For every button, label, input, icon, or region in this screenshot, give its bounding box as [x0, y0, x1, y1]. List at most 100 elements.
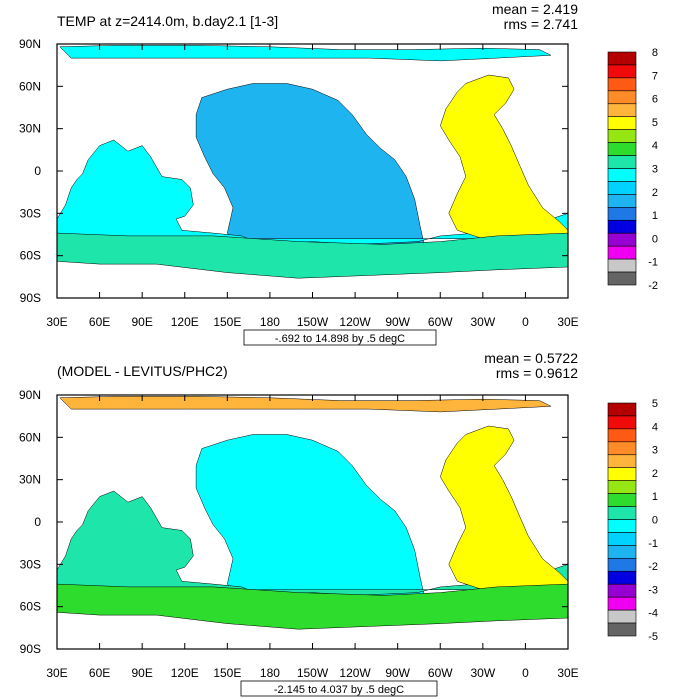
- colorbar-label: 1: [652, 210, 658, 222]
- panel-1-map: [56, 43, 569, 299]
- colorbar-swatch: [607, 129, 637, 143]
- y-tick-label: 60N: [19, 79, 41, 93]
- x-tick-label: 30E: [557, 315, 578, 329]
- x-tick-label: 120E: [171, 315, 199, 329]
- y-tick-label: 90N: [19, 388, 41, 402]
- panel-1-mean: mean = 2.419: [492, 1, 578, 17]
- colorbar-swatch: [607, 194, 637, 208]
- y-tick-label: 30N: [19, 122, 41, 136]
- ocean-region-arctic: [59, 396, 552, 413]
- colorbar-swatch: [607, 181, 637, 195]
- colorbar-swatch: [607, 90, 637, 105]
- x-tick-label: 150E: [213, 315, 241, 329]
- colorbar-swatch: [607, 103, 637, 118]
- colorbar-swatch: [607, 596, 637, 611]
- panel-2-colorbar: 5 4 3 2 1 0 -1 -2 -3 -4 -5: [607, 398, 658, 643]
- colorbar-swatch: [607, 428, 637, 443]
- panel-2-y-axis: 90N 60N 30N 0 30S 60S 90S: [19, 388, 568, 656]
- colorbar-swatch: [607, 51, 637, 66]
- y-tick-label: 0: [34, 515, 41, 529]
- y-tick-label: 90S: [20, 291, 41, 305]
- colorbar-label: 4: [652, 140, 658, 152]
- colorbar-swatch: [607, 622, 637, 637]
- x-tick-label: 90E: [131, 666, 152, 680]
- panel-2-range-box: [240, 680, 438, 697]
- colorbar-label: -1: [648, 538, 658, 550]
- panel-2-rms: rms = 0.9612: [496, 365, 578, 381]
- colorbar-label: 8: [652, 47, 658, 59]
- ocean-region-southern: [56, 583, 569, 630]
- panel-2-map: [56, 394, 569, 650]
- colorbar-swatch: [607, 168, 637, 182]
- colorbar-label: -5: [648, 631, 658, 643]
- panel-2-mean: mean = 0.5722: [484, 350, 578, 366]
- panel-1: TEMP at z=2414.0m, b.day2.1 [1-3] mean =…: [19, 1, 658, 346]
- panel-1-rms: rms = 2.741: [504, 16, 579, 32]
- colorbar-label: -1: [648, 257, 658, 269]
- x-tick-label: 30E: [46, 315, 67, 329]
- x-tick-label: 30W: [470, 315, 495, 329]
- colorbar-swatch: [607, 454, 637, 469]
- colorbar-swatch: [607, 609, 637, 624]
- y-tick-label: 90S: [20, 642, 41, 656]
- panel-2-title: (MODEL - LEVITUS/PHC2): [57, 363, 228, 379]
- x-tick-label: 90W: [385, 666, 410, 680]
- colorbar-swatch: [607, 258, 637, 273]
- colorbar-swatch: [607, 232, 637, 247]
- panel-1-range-box: [243, 329, 437, 346]
- colorbar-label: 0: [652, 233, 658, 245]
- x-tick-label: 0: [522, 315, 529, 329]
- colorbar-label: -3: [648, 584, 658, 596]
- x-tick-label: 60E: [89, 666, 110, 680]
- colorbar-swatch: [607, 532, 637, 546]
- y-tick-label: 30S: [20, 557, 41, 571]
- colorbar-swatch: [607, 583, 637, 598]
- colorbar-swatch: [607, 402, 637, 417]
- colorbar-swatch: [607, 142, 637, 156]
- x-tick-label: 60E: [89, 315, 110, 329]
- colorbar-label: 5: [652, 117, 658, 129]
- colorbar-label: -4: [648, 608, 658, 620]
- y-tick-label: 90N: [19, 37, 41, 51]
- colorbar-label: -2: [648, 280, 658, 292]
- x-tick-label: 120W: [339, 315, 371, 329]
- colorbar-swatch: [607, 441, 637, 456]
- x-tick-label: 150E: [213, 666, 241, 680]
- colorbar-swatch: [607, 570, 637, 585]
- colorbar-swatch: [607, 219, 637, 234]
- x-tick-label: 120W: [339, 666, 371, 680]
- y-tick-label: 30N: [19, 473, 41, 487]
- x-tick-label: 30E: [46, 666, 67, 680]
- x-tick-label: 150W: [297, 315, 329, 329]
- colorbar-swatch: [607, 467, 637, 481]
- x-tick-label: 0: [522, 666, 529, 680]
- colorbar-label: 5: [652, 398, 658, 410]
- colorbar-label: 4: [652, 421, 658, 433]
- colorbar-swatch: [607, 545, 637, 559]
- y-tick-label: 60S: [20, 249, 41, 263]
- colorbar-label: 0: [652, 515, 658, 527]
- x-tick-label: 30E: [557, 666, 578, 680]
- x-tick-label: 90E: [131, 315, 152, 329]
- x-tick-label: 60W: [428, 315, 453, 329]
- ocean-region-arctic: [59, 45, 552, 62]
- ocean-region-atlantic: [440, 74, 569, 242]
- y-tick-label: 0: [34, 164, 41, 178]
- colorbar-label: 2: [652, 187, 658, 199]
- colorbar-label: 3: [652, 164, 658, 176]
- colorbar-swatch: [607, 116, 637, 130]
- x-tick-label: 180: [260, 315, 280, 329]
- ocean-region-atlantic: [440, 425, 569, 593]
- colorbar-label: -2: [648, 561, 658, 573]
- y-tick-label: 30S: [20, 206, 41, 220]
- colorbar-swatch: [607, 480, 637, 494]
- colorbar-swatch: [607, 506, 637, 520]
- colorbar-label: 3: [652, 445, 658, 457]
- colorbar-swatch: [607, 77, 637, 92]
- y-tick-label: 60N: [19, 430, 41, 444]
- colorbar-swatch: [607, 493, 637, 507]
- colorbar-swatch: [607, 558, 637, 572]
- colorbar-swatch: [607, 64, 637, 79]
- colorbar-swatch: [607, 271, 637, 286]
